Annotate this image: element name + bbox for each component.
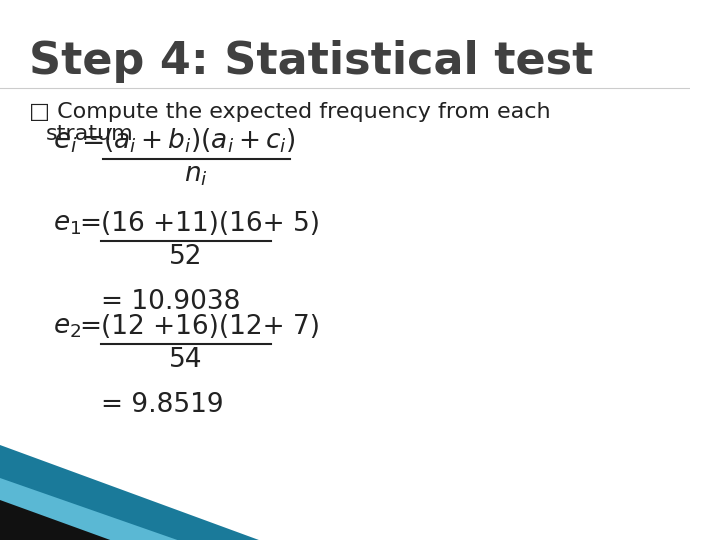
Text: $e_1$: $e_1$ <box>53 211 81 237</box>
Text: =: = <box>80 211 102 237</box>
Text: (12 +16)(12+ 7): (12 +16)(12+ 7) <box>101 314 320 340</box>
Text: 52: 52 <box>169 244 203 270</box>
Polygon shape <box>0 478 177 540</box>
Polygon shape <box>0 445 259 540</box>
Polygon shape <box>0 500 110 540</box>
Text: = 10.9038: = 10.9038 <box>101 289 240 315</box>
Text: □ Compute the expected frequency from each: □ Compute the expected frequency from ea… <box>29 102 550 122</box>
Text: (16 +11)(16+ 5): (16 +11)(16+ 5) <box>101 211 320 237</box>
Text: =: = <box>81 127 105 155</box>
Text: $e_2$: $e_2$ <box>53 314 81 340</box>
Text: Step 4: Statistical test: Step 4: Statistical test <box>29 40 593 83</box>
Text: $n_i$: $n_i$ <box>184 162 208 188</box>
Text: stratum: stratum <box>46 124 134 144</box>
Text: 54: 54 <box>169 347 203 373</box>
Text: =: = <box>80 314 102 340</box>
Text: $(a_i + b_i)(a_i + c_i)$: $(a_i + b_i)(a_i + c_i)$ <box>102 126 295 155</box>
Text: = 9.8519: = 9.8519 <box>101 392 223 418</box>
Text: $e_i$: $e_i$ <box>53 127 77 155</box>
